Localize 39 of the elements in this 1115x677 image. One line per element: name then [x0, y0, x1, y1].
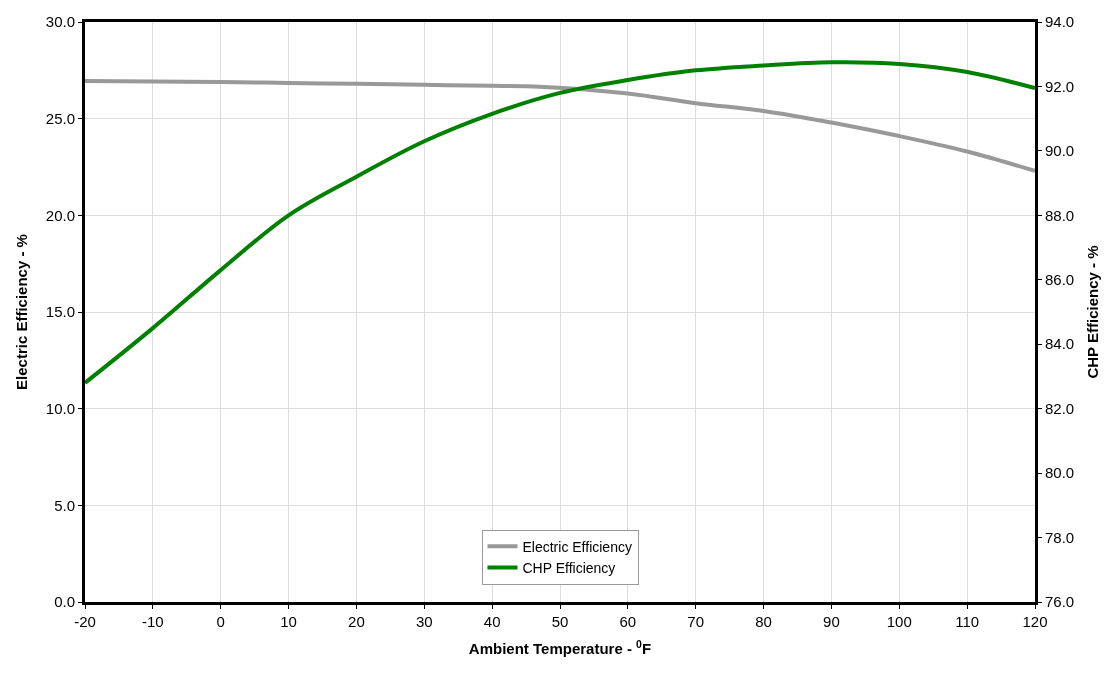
line-series — [85, 60, 1035, 385]
y2-tick-label: 78.0 — [1045, 528, 1075, 546]
x-tick-label: 90 — [823, 613, 840, 630]
y-tick-label: 15.0 — [45, 303, 75, 321]
y-axis-title: Electric Efficiency - % — [13, 234, 31, 390]
y2-tick-label: 76.0 — [1045, 593, 1075, 611]
x-tick-label: 70 — [687, 613, 705, 630]
y2-tick-label: 84.0 — [1045, 335, 1075, 353]
x-tick-label: 0 — [216, 613, 225, 630]
x-tick-label: -10 — [142, 613, 164, 630]
line-series — [85, 78, 1035, 173]
y-tick-label: 20.0 — [45, 206, 75, 224]
y-tick-label: 0.0 — [54, 593, 75, 611]
y-tick-label: 30.0 — [45, 13, 75, 31]
x-tick-label: 80 — [755, 613, 772, 630]
y-tick-label: 10.0 — [45, 399, 75, 417]
y2-tick-label: 86.0 — [1045, 271, 1075, 289]
x-tick-label: 40 — [483, 613, 501, 630]
y2-tick-label: 92.0 — [1045, 77, 1075, 95]
x-tick-label: 100 — [886, 613, 912, 630]
x-tick-label: 10 — [280, 613, 297, 630]
x-tick-label: 110 — [955, 613, 980, 630]
y2-axis-title: CHP Efficiency - % — [1084, 245, 1102, 379]
x-tick-label: 50 — [551, 613, 569, 630]
y-tick-label: 5.0 — [54, 496, 75, 514]
x-tick-label: 120 — [1022, 613, 1048, 630]
y2-tick-label: 88.0 — [1045, 206, 1075, 224]
y2-tick-label: 94.0 — [1045, 13, 1075, 31]
x-tick-label: 60 — [619, 613, 637, 630]
y2-tick-label: 82.0 — [1045, 399, 1075, 417]
y2-tick-label: 80.0 — [1045, 464, 1075, 482]
x-axis-title: Ambient Temperature - $^{0}$F — [468, 637, 652, 657]
legend-label: CHP Efficiency — [522, 559, 616, 576]
y2-tick-label: 90.0 — [1045, 142, 1075, 160]
legend-label: Electric Efficiency — [522, 538, 632, 555]
y-tick-label: 25.0 — [45, 109, 75, 127]
x-tick-label: -20 — [74, 613, 96, 630]
x-tick-label: 30 — [415, 613, 433, 630]
x-tick-label: 20 — [348, 613, 365, 630]
